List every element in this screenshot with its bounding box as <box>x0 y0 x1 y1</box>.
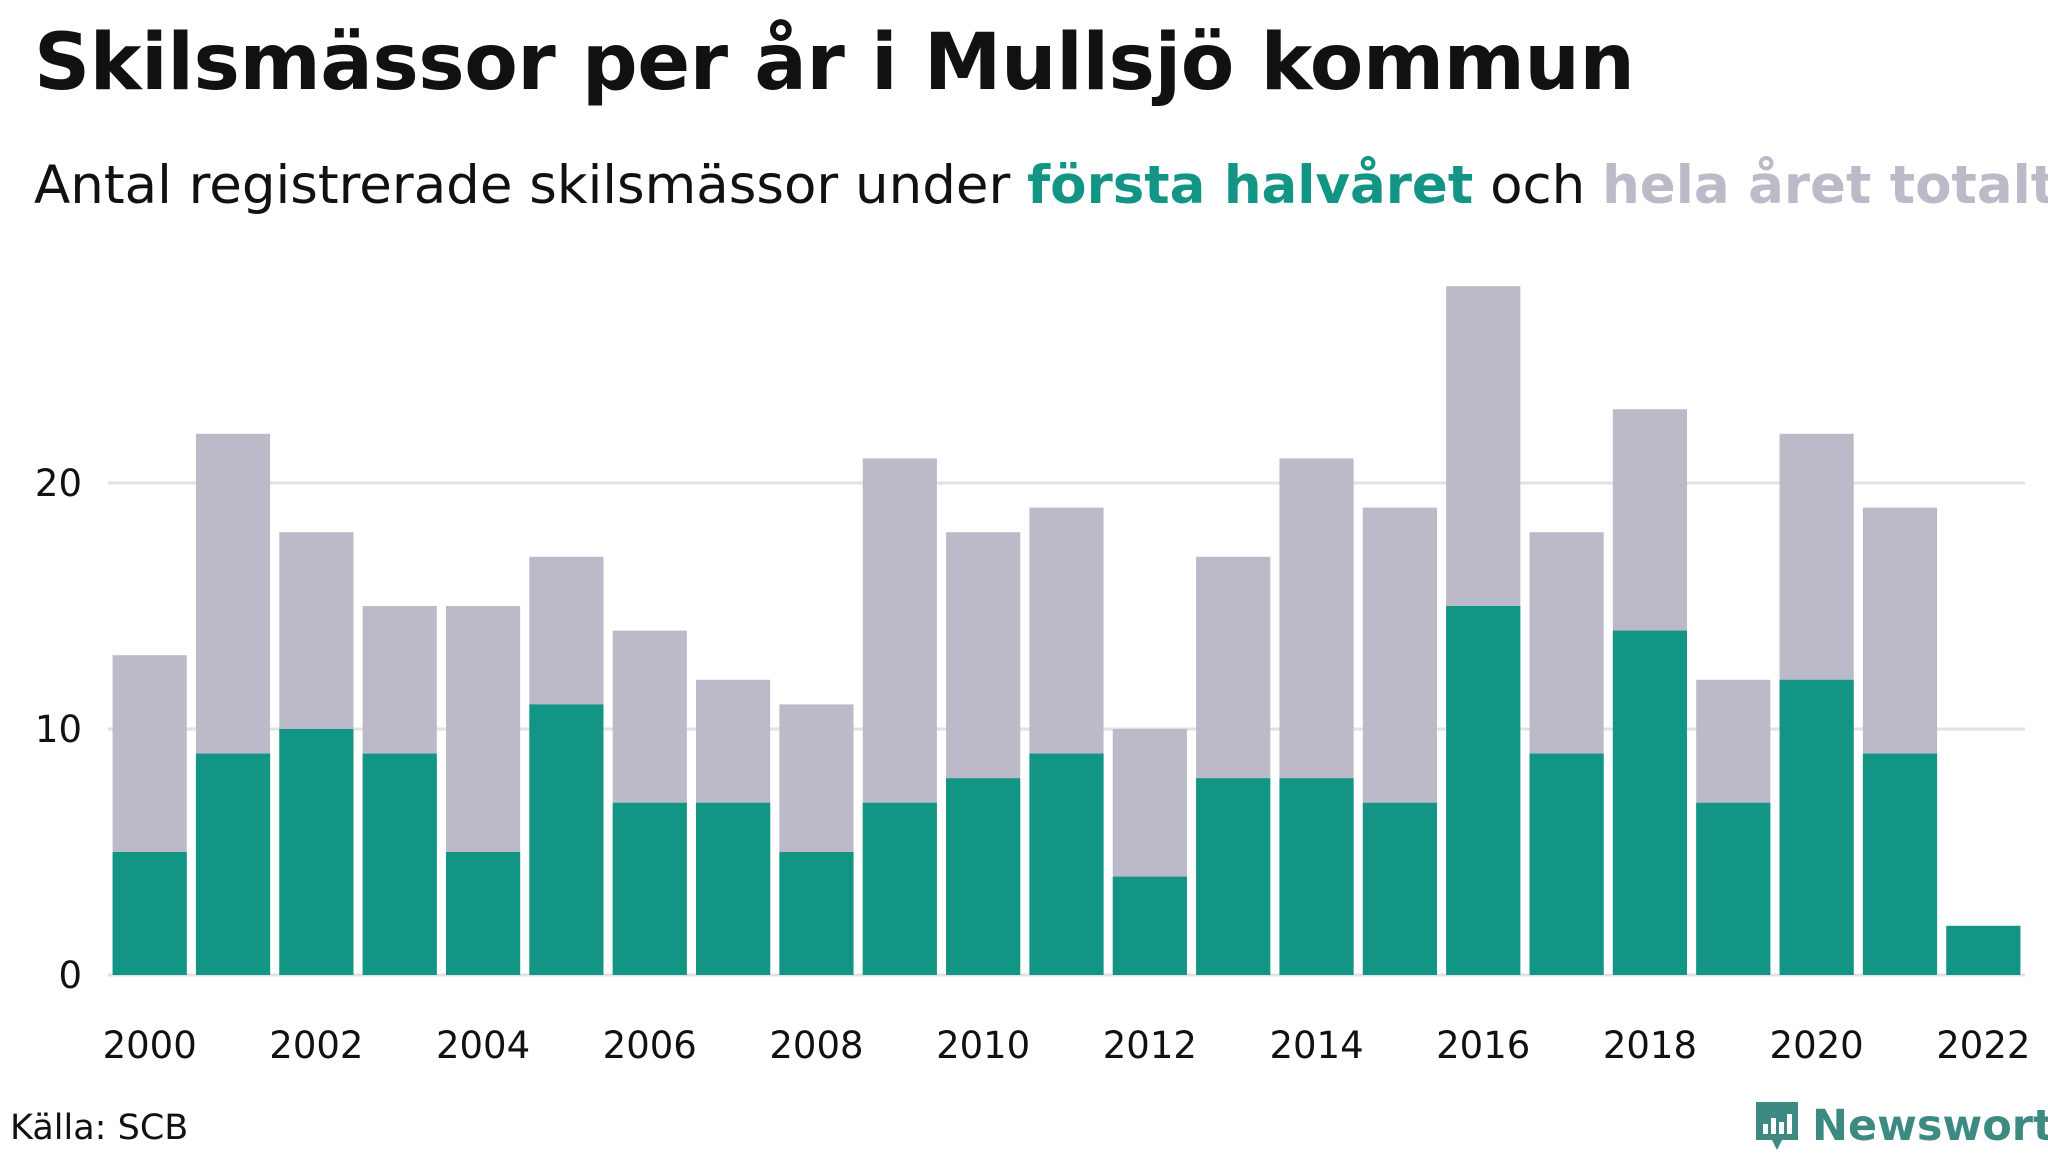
x-tick-label: 2018 <box>1603 1024 1697 1067</box>
bar-first-half-2020 <box>1779 679 1854 975</box>
source-note: Källa: SCB <box>10 1108 189 1148</box>
x-tick-label: 2020 <box>1770 1024 1864 1067</box>
x-tick-label: 2000 <box>103 1024 197 1067</box>
x-tick-label: 2008 <box>769 1024 863 1067</box>
x-tick-label: 2006 <box>603 1024 697 1067</box>
newsworthy-logo: Newsworthy <box>1752 1098 2048 1154</box>
bar-first-half-2018 <box>1612 630 1688 975</box>
bar-first-half-2016 <box>1446 606 1521 975</box>
bar-first-half-2013 <box>1196 778 1271 975</box>
x-tick-label: 2014 <box>1269 1024 1363 1067</box>
chart-title: Skilsmässor per år i Mullsjö kommun <box>34 18 1635 108</box>
subtitle-middle: och <box>1473 155 1603 216</box>
bar-first-half-2021 <box>1862 753 1938 975</box>
bar-first-half-2011 <box>1029 753 1104 975</box>
bar-first-half-2010 <box>946 778 1021 975</box>
x-axis-ticks: 2000 2002 2004 2006 2008 2010 2012 2014 2016 2018… <box>103 1024 2031 1067</box>
bar-first-half-2003 <box>362 753 437 975</box>
y-tick-label: 20 <box>35 462 82 505</box>
x-tick-label: 2010 <box>936 1024 1030 1067</box>
legend-full-year: hela året totalt <box>1602 155 2048 216</box>
bar-first-half-2004 <box>445 852 521 975</box>
bar-first-half-2022 <box>1946 925 2021 975</box>
bar-first-half-2015 <box>1362 802 1437 975</box>
bar-first-half-2014 <box>1279 778 1354 975</box>
bars <box>112 286 2021 975</box>
subtitle-prefix: Antal registrerade skilsmässor under <box>34 155 1028 216</box>
y-tick-label: 10 <box>35 708 82 751</box>
y-tick-label: 0 <box>58 954 82 997</box>
newsworthy-logo-icon <box>1756 1102 1798 1150</box>
y-axis-ticks: 0 10 20 <box>35 462 82 997</box>
legend-first-half: första halvåret <box>1027 155 1474 216</box>
x-tick-label: 2012 <box>1103 1024 1197 1067</box>
bar-first-half-2006 <box>612 802 687 975</box>
x-tick-label: 2004 <box>436 1024 530 1067</box>
bar-first-half-2012 <box>1112 876 1187 975</box>
bar-first-half-2007 <box>696 802 771 975</box>
bar-first-half-2000 <box>112 852 187 975</box>
x-tick-label: 2022 <box>1936 1024 2030 1067</box>
chart-subtitle: Antal registrerade skilsmässor under för… <box>34 155 2048 216</box>
x-tick-label: 2016 <box>1436 1024 1530 1067</box>
x-tick-label: 2002 <box>269 1024 363 1067</box>
bar-first-half-2009 <box>862 802 937 975</box>
bar-first-half-2005 <box>529 704 604 975</box>
brand-name: Newsworthy <box>1812 1101 2048 1151</box>
bar-first-half-2002 <box>279 729 354 975</box>
bar-first-half-2019 <box>1696 802 1771 975</box>
bar-first-half-2008 <box>779 852 854 975</box>
bar-first-half-2017 <box>1529 753 1604 975</box>
bar-first-half-2001 <box>195 753 271 975</box>
